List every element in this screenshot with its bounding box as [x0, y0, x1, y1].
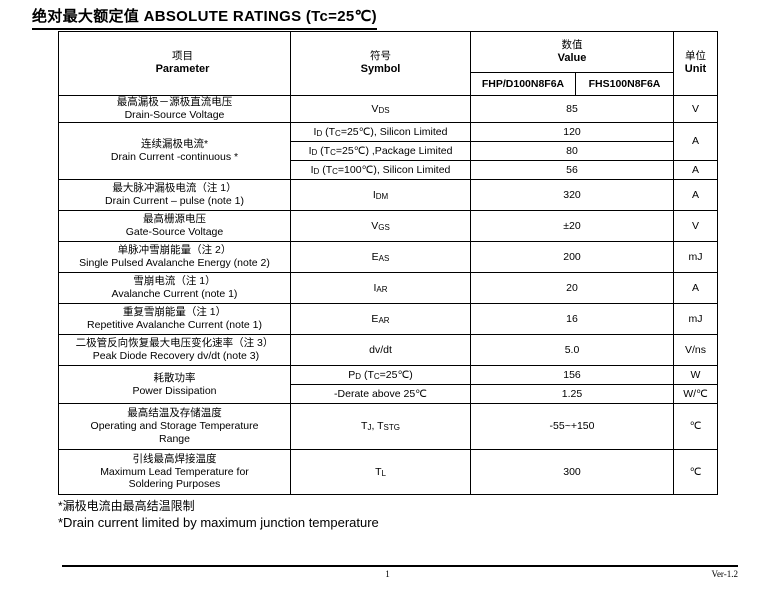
param-cell: 引线最高焊接温度 Maximum Lead Temperature for Sold… — [58, 449, 291, 495]
header-variant-2: FHS100N8F6A — [575, 72, 674, 96]
value-cell: 1.25 — [470, 384, 674, 404]
symbol-cell: IAR — [290, 272, 471, 304]
symbol-cell: EAS — [290, 241, 471, 273]
table-subheader-row: FHP/D100N8F6A FHS100N8F6A — [59, 72, 718, 96]
absolute-ratings-table: 项目 Parameter 符号 Symbol 数值 Value 单位 Unit … — [58, 31, 718, 495]
value-cell: 85 — [470, 95, 674, 123]
value-cell: 16 — [470, 303, 674, 335]
param-cell: 耗散功率 Power Dissipation — [58, 365, 291, 404]
footer-rule — [62, 565, 738, 567]
value-cell: -55~+150 — [470, 403, 674, 450]
symbol-cell: ID (TC=25℃), Silicon Limited — [290, 122, 471, 142]
header-unit-zh: 单位 — [685, 50, 706, 63]
table-row: 最高结温及存储温度 Operating and Storage Temperatu… — [58, 403, 718, 450]
header-variant-1: FHP/D100N8F6A — [470, 72, 576, 96]
footnote-en: *Drain current limited by maximum juncti… — [58, 515, 379, 530]
ratings-table-body: 最高漏极－源极直流电压 Drain-Source Voltage VDS 85 V 连续漏… — [58, 95, 718, 495]
unit-cell: W/℃ — [673, 384, 718, 404]
param-cell: 最高栅源电压 Gate-Source Voltage — [58, 210, 291, 242]
value-cell: 300 — [470, 449, 674, 495]
symbol-cell: dv/dt — [290, 334, 471, 366]
symbol-cell: PD (TC=25℃) — [290, 365, 471, 385]
header-parameter-en: Parameter — [155, 63, 210, 76]
table-row: 耗散功率 Power Dissipation PD (TC=25℃) 156 W — [58, 365, 718, 404]
unit-cell: V — [673, 95, 718, 123]
table-row: ID (TC=100℃), Silicon Limited 56 A — [59, 160, 718, 180]
value-cell: 156 — [470, 365, 674, 385]
header-value-zh: 数值 — [561, 38, 583, 51]
table-row: 单脉冲雪崩能量（注 2） Single Pulsed Avalanche Ener… — [58, 241, 718, 273]
table-row: 最高栅源电压 Gate-Source Voltage VGS ±20 V — [58, 210, 718, 242]
value-cell: 20 — [470, 272, 674, 304]
page-title: 绝对最大额定值 ABSOLUTE RATINGS (Tc=25℃) — [32, 5, 377, 30]
symbol-cell: -Derate above 25℃ — [290, 384, 471, 404]
symbol-cell: ID (TC=100℃), Silicon Limited — [290, 160, 471, 180]
param-cell: 最高结温及存储温度 Operating and Storage Temperatu… — [58, 403, 291, 450]
table-row: 二极管反向恢复最大电压变化速率（注 3） Peak Diode Recovery… — [58, 334, 718, 366]
unit-cell: A — [673, 179, 718, 211]
value-cell: ±20 — [470, 210, 674, 242]
footnote-zh: *漏极电流由最高结温限制 — [58, 499, 195, 513]
table-row: 重复雪崩能量（注 1） Repetitive Avalanche Current … — [58, 303, 718, 335]
header-symbol-zh: 符号 — [370, 50, 391, 63]
header-symbol-en: Symbol — [360, 63, 401, 76]
header-parameter-zh: 项目 — [172, 50, 193, 63]
unit-cell: A — [673, 122, 718, 161]
param-cell: 最高漏极－源极直流电压 Drain-Source Voltage — [58, 95, 291, 123]
param-cell: 单脉冲雪崩能量（注 2） Single Pulsed Avalanche Ener… — [58, 241, 291, 273]
value-cell: 80 — [470, 141, 674, 161]
header-unit-en: Unit — [684, 63, 707, 76]
symbol-cell: EAR — [290, 303, 471, 335]
symbol-cell: VGS — [290, 210, 471, 242]
value-cell: 320 — [470, 179, 674, 211]
table-row: 引线最高焊接温度 Maximum Lead Temperature for Sold… — [58, 449, 718, 495]
param-cell: 重复雪崩能量（注 1） Repetitive Avalanche Current … — [58, 303, 291, 335]
value-cell: 5.0 — [470, 334, 674, 366]
table-row: 最大脉冲漏极电流（注 1） Drain Current – pulse (note… — [58, 179, 718, 211]
symbol-cell: ID (TC=25℃) ,Package Limited — [290, 141, 471, 161]
unit-cell: mJ — [673, 241, 718, 273]
unit-cell: ℃ — [673, 449, 718, 495]
unit-cell: V — [673, 210, 718, 242]
unit-cell: A — [673, 272, 718, 304]
unit-cell: A — [673, 160, 718, 180]
param-cell: 最大脉冲漏极电流（注 1） Drain Current – pulse (note… — [58, 179, 291, 211]
symbol-cell: VDS — [290, 95, 471, 123]
header-value: 数值 Value — [470, 31, 674, 73]
unit-cell: mJ — [673, 303, 718, 335]
unit-cell: ℃ — [673, 403, 718, 450]
unit-cell: W — [673, 365, 718, 385]
page-number: 1 — [385, 569, 390, 579]
unit-cell: V/ns — [673, 334, 718, 366]
table-header-row: 项目 Parameter 符号 Symbol 数值 Value 单位 Unit — [58, 31, 718, 96]
header-unit: 单位 Unit — [673, 31, 718, 96]
header-symbol: 符号 Symbol — [290, 31, 471, 96]
table-row: -Derate above 25℃ 1.25 W/℃ — [59, 384, 718, 404]
symbol-cell: TJ, TSTG — [290, 403, 471, 450]
table-row: 连续漏极电流* Drain Current -continuous * ID (TC… — [58, 122, 718, 180]
table-row: 最高漏极－源极直流电压 Drain-Source Voltage VDS 85 V — [58, 95, 718, 123]
symbol-cell: IDM — [290, 179, 471, 211]
param-cell: 二极管反向恢复最大电压变化速率（注 3） Peak Diode Recovery… — [58, 334, 291, 366]
header-parameter: 项目 Parameter — [58, 31, 291, 96]
table-row: 雪崩电流（注 1） Avalanche Current (note 1) IAR 20… — [58, 272, 718, 304]
version-label: Ver-1.2 — [711, 569, 738, 579]
value-cell: 120 — [470, 122, 674, 142]
param-cell: 连续漏极电流* Drain Current -continuous * — [58, 122, 291, 180]
symbol-cell: TL — [290, 449, 471, 495]
param-cell: 雪崩电流（注 1） Avalanche Current (note 1) — [58, 272, 291, 304]
value-cell: 200 — [470, 241, 674, 273]
value-cell: 56 — [470, 160, 674, 180]
header-value-en: Value — [557, 51, 587, 64]
